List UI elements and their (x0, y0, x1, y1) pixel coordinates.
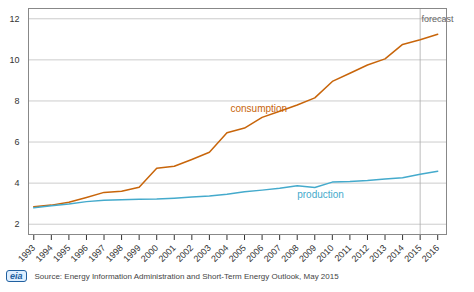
svg-text:2014: 2014 (385, 243, 406, 264)
svg-text:1994: 1994 (34, 243, 55, 264)
svg-text:6: 6 (14, 137, 19, 147)
svg-text:2012: 2012 (350, 243, 371, 264)
svg-text:1996: 1996 (69, 243, 90, 264)
svg-text:1995: 1995 (51, 243, 72, 264)
svg-text:1999: 1999 (121, 243, 142, 264)
svg-text:8: 8 (14, 96, 19, 106)
svg-text:1993: 1993 (16, 243, 37, 264)
svg-text:2013: 2013 (367, 243, 388, 264)
html-text:Source: Energy Information Adm: Source: Energy Information Administratio… (34, 271, 339, 281)
svg-text:4: 4 (14, 178, 19, 188)
svg-text:2000: 2000 (139, 243, 160, 264)
html-text:eia: eia (10, 271, 23, 281)
svg-text:12: 12 (9, 14, 19, 24)
svg-text:2001: 2001 (156, 243, 177, 264)
svg-text:2005: 2005 (227, 243, 248, 264)
svg-text:forecast: forecast (422, 14, 455, 24)
svg-text:2011: 2011 (333, 243, 354, 264)
svg-text:2008: 2008 (279, 243, 300, 264)
svg-text:2004: 2004 (209, 243, 230, 264)
svg-text:2003: 2003 (192, 243, 213, 264)
svg-text:2006: 2006 (244, 243, 265, 264)
svg-text:10: 10 (9, 55, 19, 65)
svg-text:1997: 1997 (86, 243, 107, 264)
svg-text:2016: 2016 (420, 243, 441, 264)
svg-text:production: production (297, 189, 344, 200)
svg-text:2009: 2009 (297, 243, 318, 264)
svg-text:2: 2 (14, 219, 19, 229)
svg-text:consumption: consumption (230, 103, 287, 114)
svg-text:1998: 1998 (104, 243, 125, 264)
svg-text:2007: 2007 (262, 243, 283, 264)
svg-text:2002: 2002 (174, 243, 195, 264)
svg-text:2015: 2015 (402, 243, 423, 264)
svg-text:2010: 2010 (315, 243, 336, 264)
